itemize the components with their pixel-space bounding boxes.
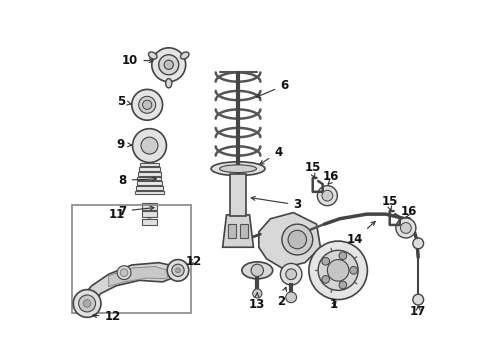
Circle shape [339, 252, 347, 260]
Circle shape [117, 266, 131, 280]
Polygon shape [222, 215, 253, 247]
Polygon shape [109, 266, 171, 287]
Ellipse shape [180, 52, 189, 59]
Text: 15: 15 [305, 161, 321, 175]
Text: 13: 13 [248, 293, 265, 311]
Bar [137, 181, 162, 185]
Bar [240, 224, 248, 238]
Text: 5: 5 [117, 95, 131, 108]
Circle shape [309, 241, 368, 300]
Text: 3: 3 [251, 197, 301, 211]
Circle shape [400, 222, 411, 233]
Bar [228, 224, 236, 238]
Circle shape [159, 55, 179, 75]
Circle shape [73, 289, 101, 317]
Bar [138, 177, 162, 180]
Ellipse shape [220, 165, 257, 172]
Circle shape [350, 266, 357, 274]
Bar [142, 203, 157, 210]
Circle shape [396, 218, 416, 238]
Bar [142, 219, 157, 225]
Circle shape [139, 96, 156, 113]
Bar [135, 191, 164, 194]
Text: 2: 2 [277, 287, 287, 308]
Circle shape [286, 292, 296, 303]
Circle shape [132, 89, 163, 120]
Text: 12: 12 [185, 255, 201, 267]
Ellipse shape [148, 52, 157, 59]
Bar [142, 211, 157, 217]
Circle shape [413, 294, 423, 305]
Circle shape [280, 264, 302, 285]
Circle shape [288, 230, 307, 249]
Circle shape [322, 190, 333, 201]
Circle shape [143, 100, 152, 109]
Circle shape [318, 250, 358, 291]
Ellipse shape [211, 162, 265, 176]
Circle shape [322, 275, 330, 283]
Circle shape [78, 295, 96, 312]
Circle shape [286, 269, 296, 280]
Text: 8: 8 [119, 174, 156, 187]
Circle shape [172, 264, 184, 276]
Bar [140, 163, 159, 166]
Circle shape [141, 137, 158, 154]
Text: 6: 6 [256, 79, 288, 98]
Text: 1: 1 [329, 298, 338, 311]
Text: 16: 16 [401, 204, 417, 217]
Polygon shape [82, 263, 178, 309]
Text: 7: 7 [119, 204, 154, 217]
Circle shape [143, 204, 156, 218]
Circle shape [164, 60, 173, 69]
Text: 10: 10 [122, 54, 153, 67]
Bar [72, 205, 191, 313]
Bar [136, 186, 163, 190]
Ellipse shape [166, 78, 172, 88]
Text: 17: 17 [410, 305, 426, 318]
Text: 14: 14 [347, 221, 375, 246]
Circle shape [175, 268, 180, 273]
Text: 15: 15 [382, 194, 398, 208]
Circle shape [339, 281, 347, 289]
Circle shape [132, 129, 167, 163]
Bar [138, 172, 161, 176]
Circle shape [322, 257, 330, 265]
Bar [230, 174, 246, 216]
Text: 4: 4 [260, 146, 282, 164]
Circle shape [282, 224, 313, 255]
Bar [139, 167, 160, 171]
Circle shape [251, 264, 264, 276]
Circle shape [253, 289, 262, 298]
Ellipse shape [242, 262, 272, 279]
Text: 16: 16 [322, 170, 339, 183]
Circle shape [327, 260, 349, 281]
Circle shape [318, 186, 337, 206]
Circle shape [413, 238, 423, 249]
Text: 9: 9 [117, 138, 132, 150]
Circle shape [120, 269, 128, 276]
Polygon shape [259, 213, 320, 268]
Circle shape [83, 300, 91, 307]
Circle shape [152, 48, 186, 82]
Circle shape [167, 260, 189, 281]
Text: 12: 12 [93, 310, 121, 323]
Text: 11: 11 [108, 208, 124, 221]
